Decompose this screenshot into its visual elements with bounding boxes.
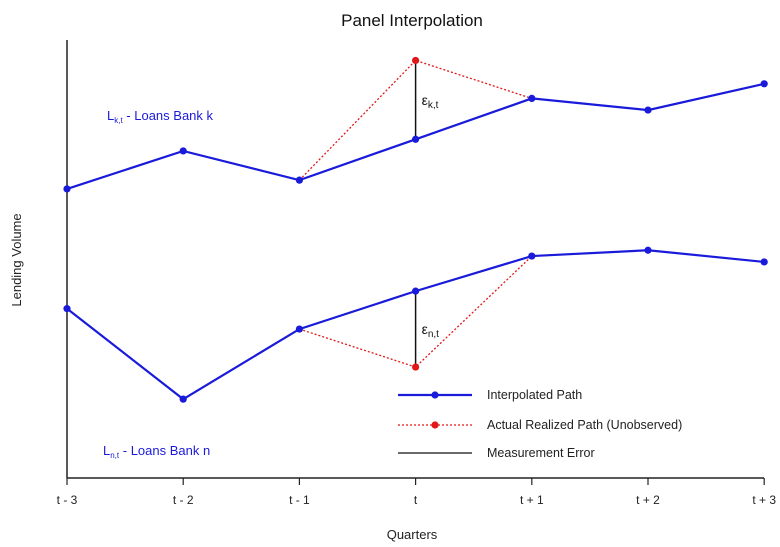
plot-area: εk,t εn,t Lk,t - Loans Bank k Ln,t - Loans …: [63, 56, 768, 460]
measurement-error-label: εk,t: [422, 92, 439, 111]
interpolated-point: [412, 135, 420, 143]
legend-label: Measurement Error: [487, 446, 595, 460]
series-label: Lk,t - Loans Bank k: [107, 108, 214, 125]
interpolated-point: [528, 94, 536, 102]
x-tick-label: t - 2: [173, 493, 194, 507]
actual-point: [412, 56, 420, 65]
x-tick-label: t + 3: [752, 493, 776, 507]
interpolated-point: [295, 325, 303, 333]
legend: Interpolated Path Actual Realized Path (U…: [398, 388, 682, 460]
actual-path-line: [298, 59, 533, 181]
x-axis-label: Quarters: [387, 527, 438, 542]
legend-actual-marker: [431, 421, 439, 429]
chart-title: Panel Interpolation: [341, 11, 483, 30]
interpolated-point: [644, 246, 652, 254]
actual-path-line: [299, 255, 533, 368]
interpolated-point: [63, 185, 71, 193]
interpolated-point: [644, 106, 652, 114]
x-tick-label: t: [414, 493, 418, 507]
actual-point: [412, 363, 420, 371]
legend-interpolated-marker: [431, 391, 439, 399]
x-tick-label: t + 1: [520, 493, 544, 507]
x-tick-label: t + 2: [636, 493, 660, 507]
legend-label: Actual Realized Path (Unobserved): [487, 418, 682, 432]
measurement-error-label: εn,t: [422, 321, 440, 340]
interpolated-point: [528, 252, 536, 260]
interpolated-point: [412, 287, 420, 295]
x-tick-label: t - 1: [289, 493, 310, 507]
y-axis-label: Lending Volume: [9, 213, 24, 306]
x-ticks: t - 3 t - 2 t - 1 t t + 1 t + 2 t + 3: [57, 478, 776, 507]
interpolated-point: [179, 147, 187, 155]
interpolated-point: [295, 176, 303, 184]
interpolated-point: [179, 395, 187, 403]
series-label: Ln,t - Loans Bank n: [103, 443, 210, 460]
interpolated-point: [760, 258, 768, 266]
interpolated-point: [760, 80, 768, 88]
legend-label: Interpolated Path: [487, 388, 582, 402]
interpolated-point: [63, 305, 71, 313]
x-tick-label: t - 3: [57, 493, 78, 507]
